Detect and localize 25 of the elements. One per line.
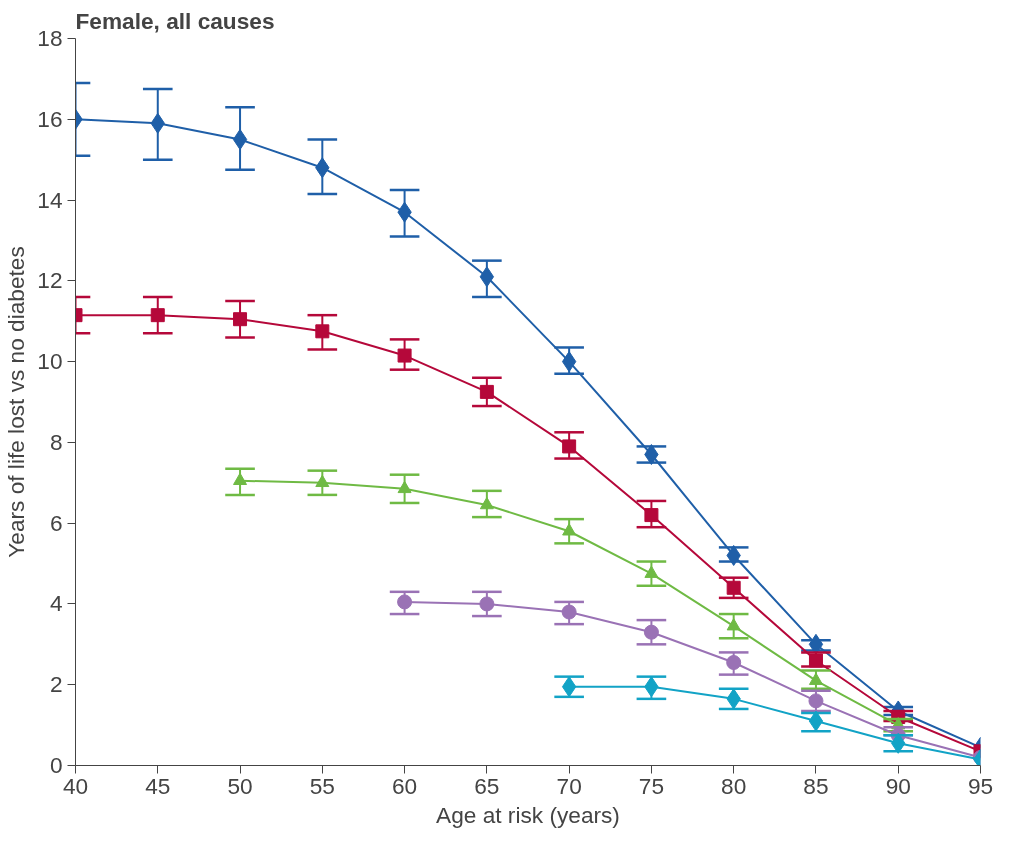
x-tick-label: 45 [145,772,171,799]
x-tick-label: 90 [885,772,911,799]
x-tick-label: 75 [638,772,665,799]
y-tick-label: 2 [49,671,63,698]
x-tick-label: 60 [391,772,418,799]
y-tick-label: 0 [49,752,63,778]
y-tick-label: 4 [49,590,63,617]
x-tick-label: 80 [721,772,747,799]
y-tick-label: 16 [37,105,63,132]
x-tick-label: 55 [309,772,335,799]
y-tick-label: 14 [37,186,63,213]
x-tick-label: 70 [556,772,582,799]
x-axis-title: Age at risk (years) [436,801,620,828]
y-tick-label: 8 [49,428,63,455]
x-tick-label: 50 [227,772,253,799]
x-tick-label: 40 [62,772,89,799]
x-tick-label: 85 [803,772,829,799]
chart-title: Female, all causes [75,7,275,34]
y-tick-label: 18 [37,25,63,51]
y-axis-title: Years of life lost vs no diabetes [3,246,30,558]
x-tick-label: 95 [967,772,994,799]
x-tick-label: 65 [474,772,500,799]
y-tick-label: 10 [37,348,63,375]
y-tick-label: 12 [37,267,63,294]
y-tick-label: 6 [49,509,63,536]
